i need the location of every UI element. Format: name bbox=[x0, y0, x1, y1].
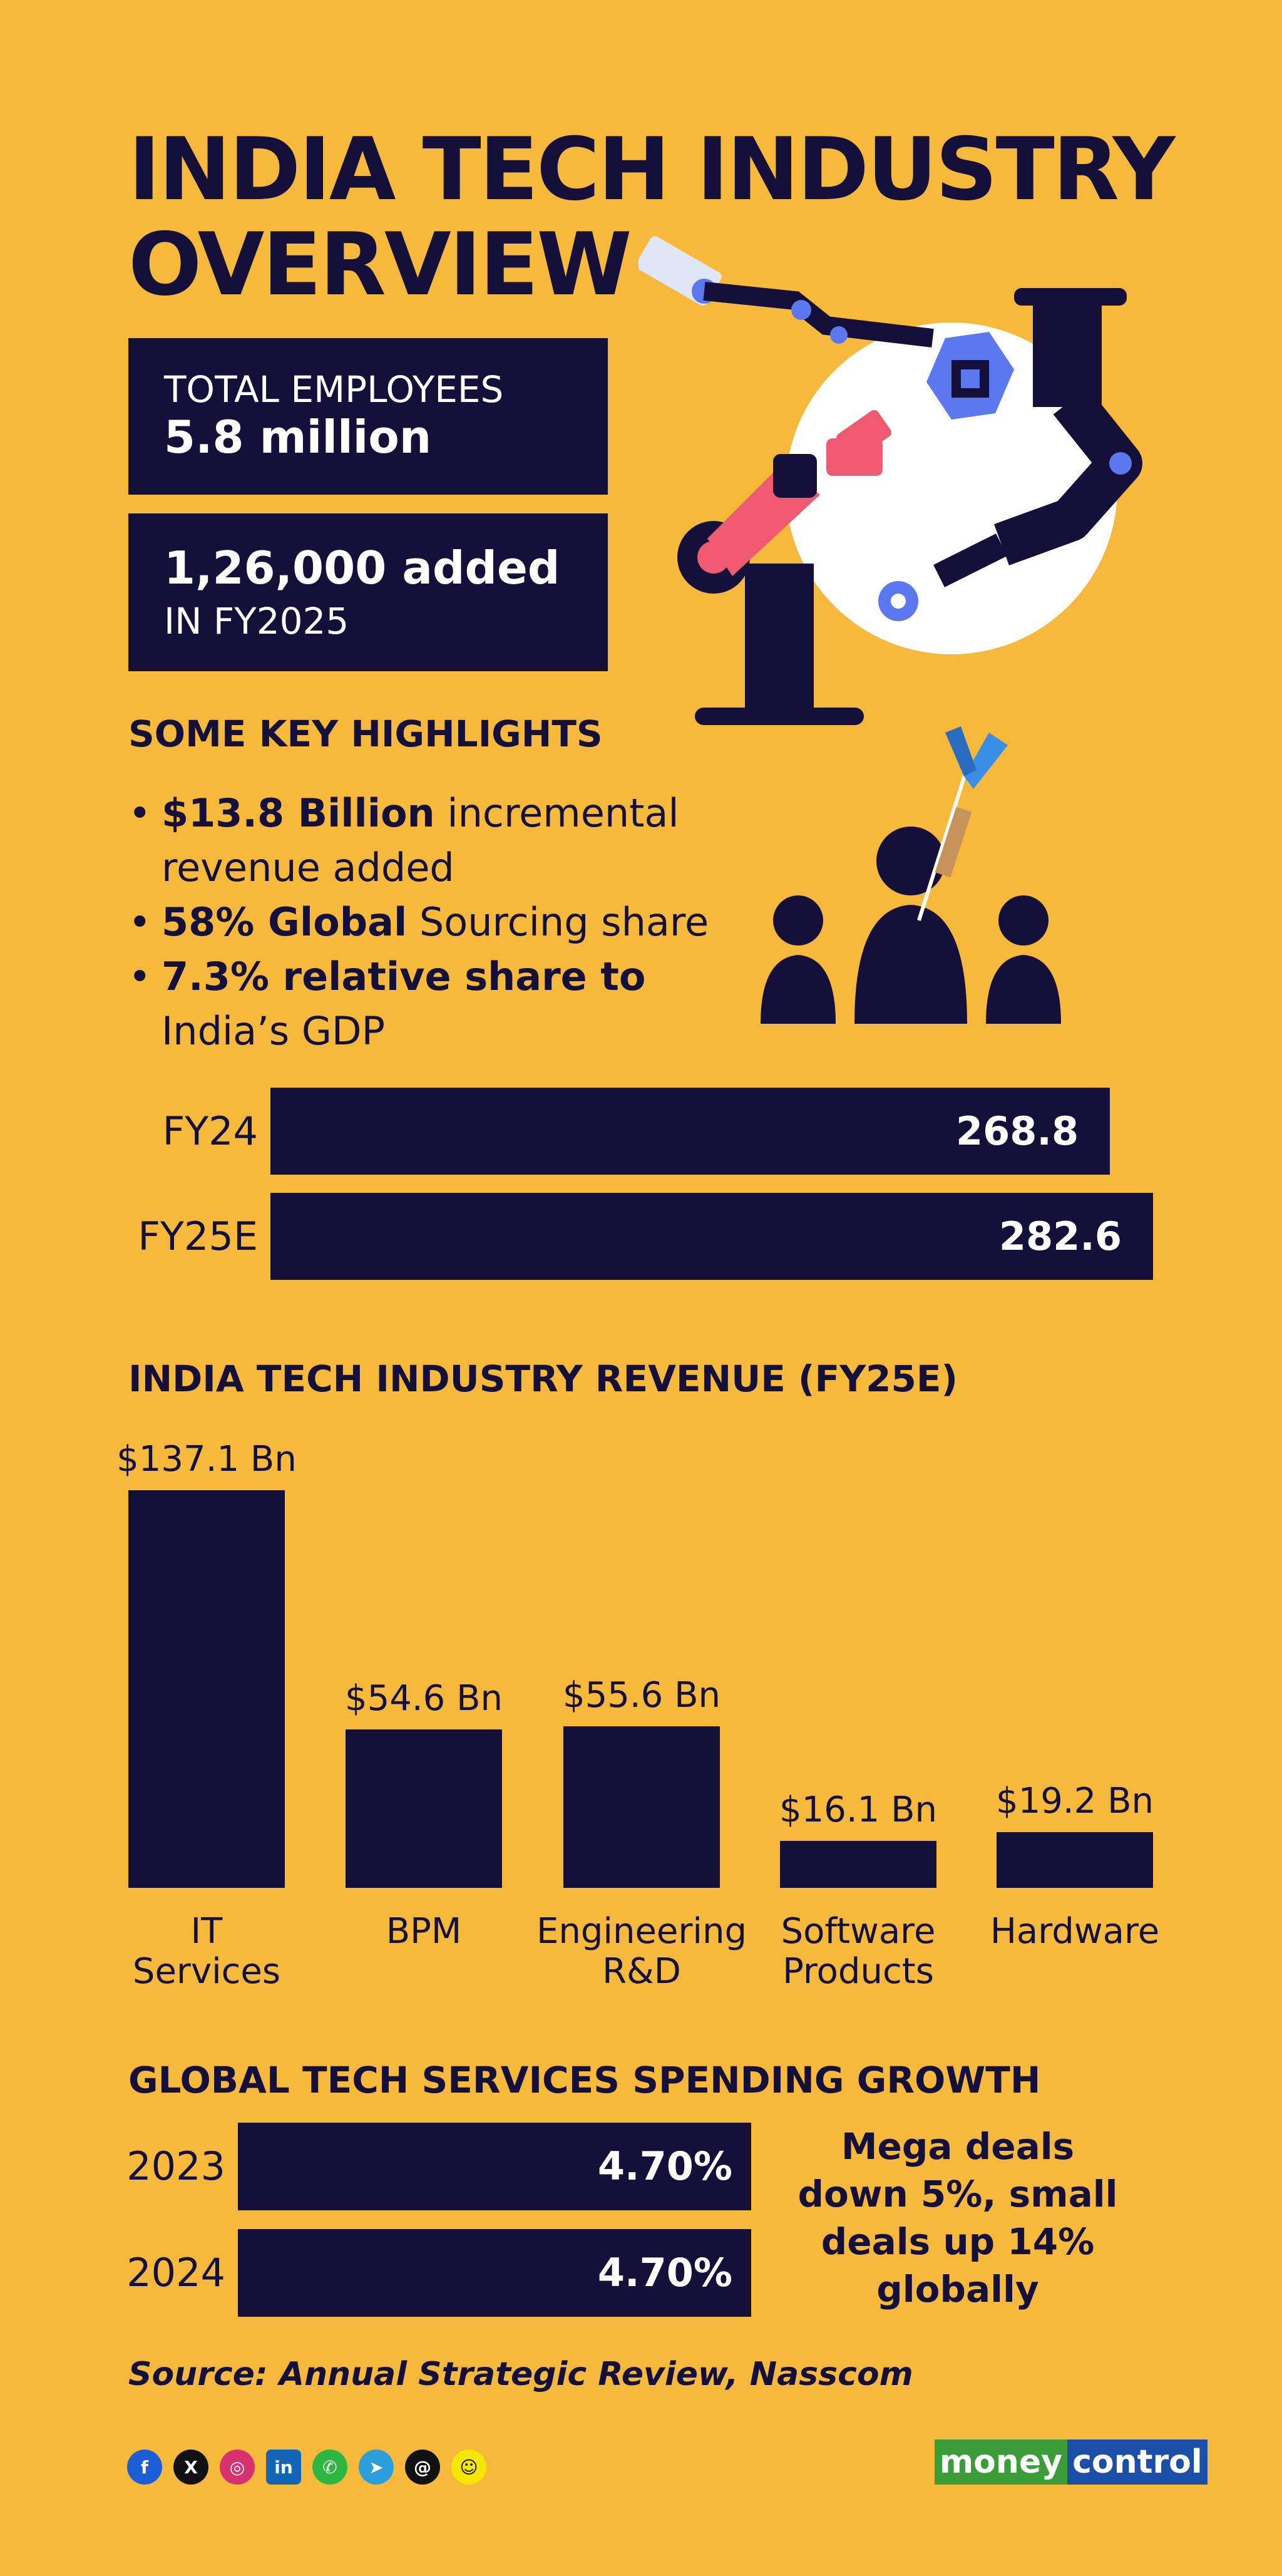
robot-arm-icon bbox=[638, 235, 1142, 725]
title-line-1: INDIA TECH INDUSTRY bbox=[128, 119, 1175, 220]
source-note: Source: Annual Strategic Review, Nasscom bbox=[128, 2356, 913, 2393]
threads-icon[interactable]: @ bbox=[405, 2450, 440, 2485]
highlight-text-line2: revenue added bbox=[162, 845, 454, 890]
bar-category-label: Engineering R&D bbox=[535, 1912, 748, 1992]
bar-category-label: 2023 bbox=[126, 2143, 225, 2189]
revenue-chart-title: INDIA TECH INDUSTRY REVENUE (FY25E) bbox=[128, 1358, 958, 1400]
list-item-continued: India’s GDP bbox=[128, 1004, 709, 1058]
bar bbox=[238, 2123, 751, 2210]
instagram-icon[interactable]: ◎ bbox=[220, 2450, 255, 2485]
category-line: BPM bbox=[386, 1911, 462, 1952]
bar-category-label: BPM bbox=[317, 1912, 530, 1952]
annotation-line: Mega deals bbox=[841, 2125, 1075, 2168]
highlight-text-line2: India’s GDP bbox=[162, 1008, 386, 1054]
highlight-text: Sourcing share bbox=[407, 899, 709, 945]
list-item: • 7.3% relative share to bbox=[128, 954, 646, 999]
highlight-bold: $13.8 Billion bbox=[162, 790, 435, 836]
bar-value-label: $16.1 Bn bbox=[779, 1790, 938, 1831]
bar-category-label: Software Products bbox=[752, 1912, 965, 1992]
bar bbox=[346, 1729, 502, 1888]
spending-growth-title: GLOBAL TECH SERVICES SPENDING GROWTH bbox=[128, 2059, 1041, 2101]
list-item-continued: revenue added bbox=[128, 840, 709, 895]
bar-category-label: Hardware bbox=[968, 1912, 1181, 1952]
list-item: • $13.8 Billion incremental bbox=[128, 790, 679, 836]
category-line: IT bbox=[190, 1911, 223, 1952]
annotation-line: down 5%, small bbox=[797, 2173, 1118, 2215]
bar-value-label: $19.2 Bn bbox=[995, 1781, 1154, 1822]
bar-value-label: $55.6 Bn bbox=[562, 1675, 721, 1716]
highlights-heading: SOME KEY HIGHLIGHTS bbox=[128, 713, 603, 755]
highlight-bold: 7.3% relative share to bbox=[162, 954, 646, 999]
telegram-icon[interactable]: ➤ bbox=[359, 2450, 394, 2485]
bar-category-label: FY25E bbox=[138, 1213, 258, 1259]
title-line-2: OVERVIEW bbox=[128, 214, 632, 315]
whatsapp-icon[interactable]: ✆ bbox=[312, 2450, 347, 2485]
bar-value-label: $54.6 Bn bbox=[344, 1678, 503, 1719]
category-line: R&D bbox=[602, 1951, 681, 1992]
highlight-bold: 58% Global bbox=[162, 899, 408, 945]
bar bbox=[238, 2229, 751, 2317]
list-item: • 58% Global Sourcing share bbox=[128, 899, 709, 945]
category-line: Products bbox=[782, 1951, 934, 1992]
bar bbox=[270, 1088, 1110, 1175]
bar bbox=[780, 1841, 936, 1888]
employees-added-box: 1,26,000 added IN FY2025 bbox=[128, 513, 608, 671]
category-line: Software bbox=[781, 1911, 936, 1952]
employees-added-label: IN FY2025 bbox=[164, 600, 349, 642]
category-line: Hardware bbox=[990, 1911, 1160, 1952]
logo-part-1: money bbox=[935, 2439, 1068, 2485]
bar-value-label: 282.6 bbox=[998, 1213, 1122, 1259]
bar bbox=[270, 1193, 1153, 1280]
highlights-list: • $13.8 Billion incremental revenue added… bbox=[128, 786, 709, 1058]
x-icon[interactable]: X bbox=[173, 2450, 208, 2485]
bar-category-label: FY24 bbox=[162, 1108, 258, 1154]
category-line: Services bbox=[132, 1951, 281, 1992]
bar-value-label: 4.70% bbox=[597, 2143, 732, 2189]
linkedin-icon[interactable]: in bbox=[266, 2450, 301, 2485]
total-employees-label: TOTAL EMPLOYEES bbox=[164, 368, 504, 411]
snapchat-icon[interactable]: ☺ bbox=[451, 2450, 486, 2485]
moneycontrol-logo: money control bbox=[935, 2439, 1208, 2485]
employees-added-value: 1,26,000 added bbox=[164, 542, 560, 594]
people-target-icon bbox=[761, 726, 1061, 1024]
highlight-text: incremental bbox=[434, 790, 679, 836]
deals-annotation: Mega deals down 5%, small deals up 14% g… bbox=[782, 2123, 1133, 2313]
bar-value-label: 4.70% bbox=[597, 2250, 732, 2295]
bar-category-label: 2024 bbox=[126, 2250, 225, 2295]
bar-value-label: 268.8 bbox=[956, 1108, 1079, 1154]
bar-value-label: $137.1 Bn bbox=[116, 1439, 297, 1480]
bar-category-label: IT Services bbox=[100, 1912, 313, 1992]
logo-part-2: control bbox=[1067, 2439, 1208, 2485]
total-employees-box: TOTAL EMPLOYEES 5.8 million bbox=[128, 338, 608, 495]
annotation-line: deals up 14% bbox=[821, 2220, 1095, 2263]
category-line: Engineering bbox=[536, 1911, 747, 1952]
bar bbox=[997, 1832, 1153, 1888]
facebook-icon[interactable]: f bbox=[127, 2450, 162, 2485]
bar bbox=[128, 1490, 285, 1888]
page-title: INDIA TECH INDUSTRY OVERVIEW bbox=[128, 119, 1175, 315]
total-employees-value: 5.8 million bbox=[164, 411, 432, 463]
bar bbox=[563, 1726, 720, 1888]
annotation-line: globally bbox=[876, 2268, 1039, 2311]
